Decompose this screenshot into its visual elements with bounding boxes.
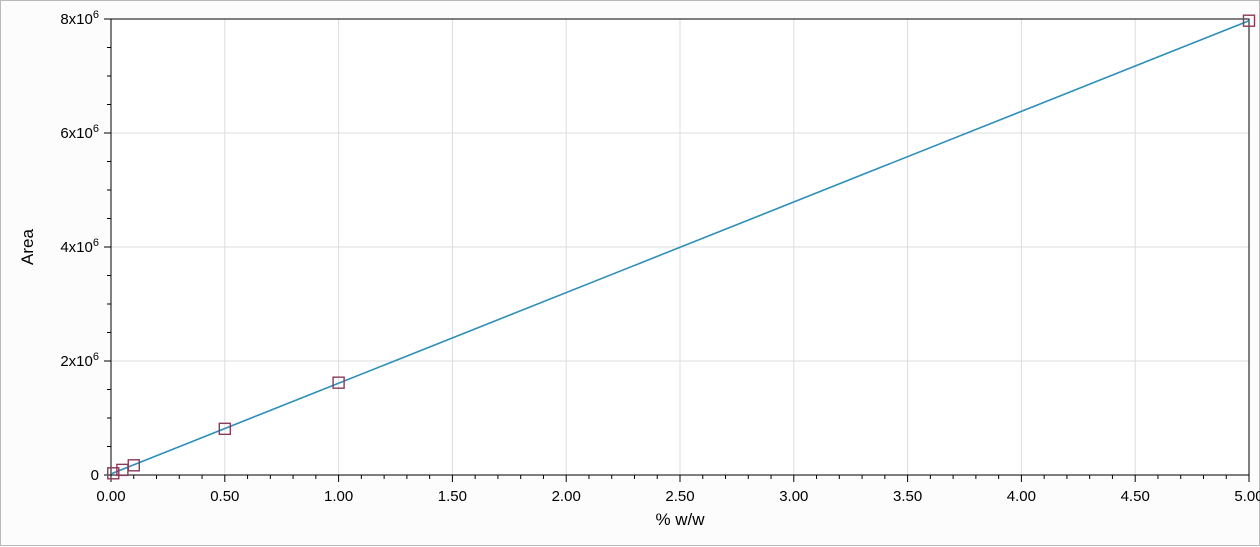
y-tick-label: 6x106 — [60, 123, 99, 142]
y-axis-label: Area — [18, 229, 37, 265]
x-tick-label: 4.50 — [1121, 488, 1150, 505]
x-axis-label: % w/w — [655, 510, 705, 529]
x-tick-label: 0.00 — [96, 488, 125, 505]
y-tick-label: 2x106 — [60, 351, 99, 370]
x-tick-label: 3.00 — [779, 488, 808, 505]
calibration-chart: 0.00 0.50 1.00 1.50 2.00 2.50 3.00 3.50 4.00 4.50… — [1, 1, 1260, 547]
x-tick-label: 0.50 — [210, 488, 239, 505]
x-tick-label: 5.00 — [1234, 488, 1260, 505]
x-tick-label: 3.50 — [893, 488, 922, 505]
x-tick-label: 1.00 — [324, 488, 353, 505]
x-tick-label: 1.50 — [438, 488, 467, 505]
x-tick-label: 4.00 — [1007, 488, 1036, 505]
y-tick-label: 4x106 — [60, 237, 99, 256]
chart-frame: 0.00 0.50 1.00 1.50 2.00 2.50 3.00 3.50 4.00 4.50… — [0, 0, 1260, 546]
x-tick-label: 2.50 — [665, 488, 694, 505]
x-tick-label: 2.00 — [552, 488, 581, 505]
y-tick-label: 0 — [91, 467, 99, 484]
y-tick-label: 8x106 — [60, 9, 99, 28]
